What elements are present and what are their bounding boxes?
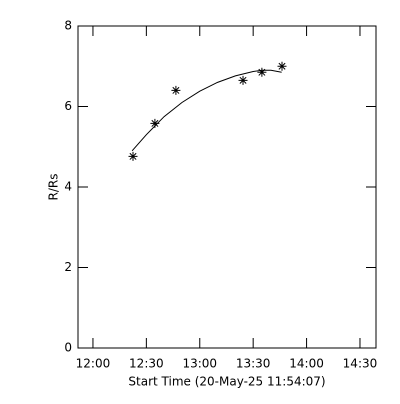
plot-frame: [77, 25, 377, 349]
y-tick-label: 0: [64, 341, 72, 355]
y-axis-label: R/Rs: [47, 174, 61, 201]
y-tick-label: 8: [64, 19, 72, 33]
x-tick-label: 14:30: [343, 357, 378, 371]
point: [277, 61, 287, 71]
point: [171, 85, 181, 95]
point: [128, 151, 138, 161]
fit-curve: [131, 69, 282, 152]
point: [257, 67, 267, 77]
x-tick-label: 12:00: [76, 357, 111, 371]
x-axis-label: Start Time (20-May-25 11:54:07): [128, 375, 325, 389]
y-tick-label: 4: [64, 180, 72, 194]
y-tick-label: 6: [64, 99, 72, 113]
x-tick-label: 13:30: [236, 357, 271, 371]
x-tick-label: 13:00: [182, 357, 217, 371]
point: [238, 75, 248, 85]
y-tick-label: 2: [64, 260, 72, 274]
x-tick-label: 12:30: [129, 357, 164, 371]
point: [150, 118, 160, 128]
x-tick-label: 14:00: [289, 357, 324, 371]
